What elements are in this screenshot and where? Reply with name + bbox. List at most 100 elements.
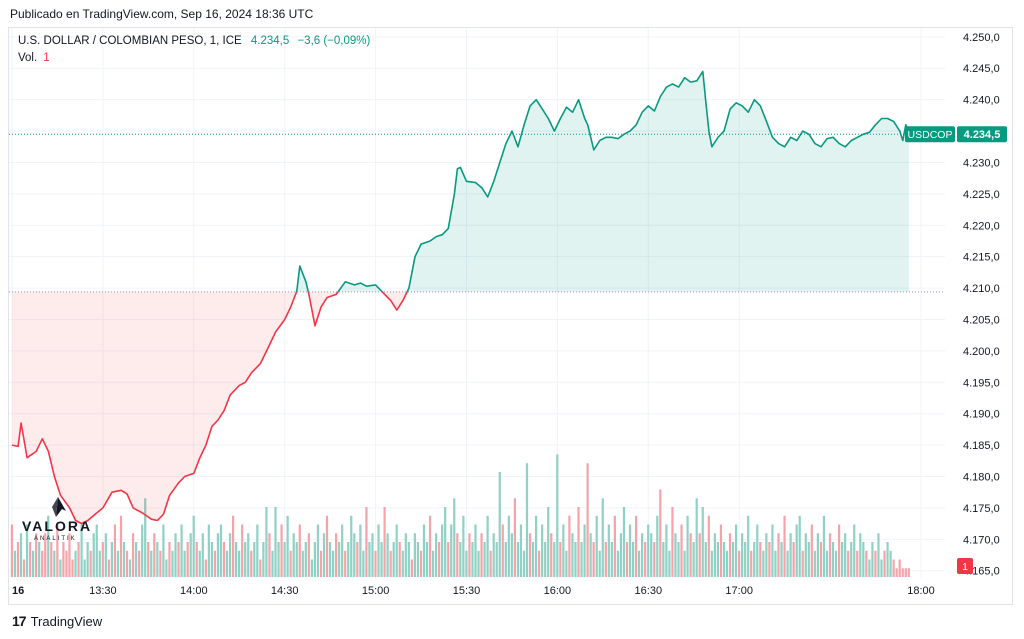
volume-bar	[768, 542, 771, 577]
volume-bar	[686, 515, 689, 577]
volume-bar	[853, 524, 856, 577]
volume-bar	[135, 542, 138, 577]
volume-bar	[462, 515, 465, 577]
volume-bar	[907, 568, 910, 577]
volume-bar	[474, 524, 477, 577]
volume-bar	[707, 515, 710, 577]
volume-bar	[562, 524, 565, 577]
volume-bar	[286, 515, 289, 577]
volume-bar	[195, 542, 198, 577]
volume-bar	[189, 533, 192, 577]
volume-bar	[556, 454, 559, 577]
volume-bar	[168, 542, 171, 577]
last-price-tag	[957, 126, 1007, 143]
volume-bar	[98, 550, 101, 577]
volume-bar	[538, 550, 541, 577]
volume-bar	[16, 542, 20, 577]
price-tick-label: 4.240,0	[963, 95, 1000, 107]
price-tick-label: 4.230,0	[963, 157, 1000, 169]
volume-bar	[259, 559, 262, 577]
volume-legend[interactable]: Vol. 1	[18, 52, 50, 64]
volume-bar	[271, 550, 274, 577]
volume-bar	[10, 524, 13, 577]
price-tick-label: 4.245,0	[963, 63, 1000, 75]
volume-bar	[401, 550, 404, 577]
volume-bar	[653, 542, 656, 577]
price-tick-label: 4.195,0	[963, 377, 1000, 389]
volume-bar	[35, 533, 38, 577]
price-tick-label: 4.210,0	[963, 283, 1000, 295]
volume-bar	[198, 550, 201, 577]
volume-bar	[601, 498, 604, 577]
volume-bar	[750, 550, 753, 577]
volume-bar	[571, 533, 574, 577]
volume-bar	[74, 550, 77, 577]
volume-bar	[431, 550, 435, 577]
volume-bar	[62, 542, 65, 577]
volume-bar	[307, 533, 310, 577]
volume-bar	[810, 524, 813, 577]
volume-bar	[641, 533, 644, 577]
time-tick-label: 13:30	[89, 585, 117, 597]
volume-bar	[541, 524, 544, 577]
chart-frame	[8, 27, 1013, 605]
volume-bar	[122, 542, 126, 577]
volume-bar	[825, 550, 829, 577]
volume-bar	[889, 550, 892, 577]
volume-bar	[459, 542, 462, 577]
volume-bar	[877, 533, 880, 577]
tradingview-footer[interactable]: 17 TradingView	[12, 613, 102, 629]
volume-bar	[83, 559, 86, 577]
volume-bar	[765, 533, 768, 577]
volume-bar	[444, 507, 447, 577]
volume-bar	[138, 550, 141, 577]
price-tick-label: 4.175,0	[963, 503, 1000, 515]
volume-bar	[480, 533, 483, 577]
volume-bar	[807, 542, 810, 577]
tradingview-brand: TradingView	[30, 613, 103, 629]
volume-bar	[274, 507, 277, 577]
volume-bar	[316, 524, 320, 577]
volume-bar	[471, 542, 474, 577]
volume-bar	[498, 472, 501, 577]
volume-bar	[310, 559, 313, 577]
volume-bar	[734, 524, 738, 577]
time-tick-label: 15:00	[362, 585, 390, 597]
volume-bar	[580, 542, 583, 577]
volume-bar	[65, 550, 68, 577]
volume-bar	[453, 498, 456, 577]
volume-bar	[165, 559, 168, 577]
volume-bar	[647, 524, 650, 577]
volume-bar	[41, 550, 44, 577]
volume-bar	[71, 559, 74, 577]
volume-bar	[850, 542, 853, 577]
volume-bar	[44, 533, 47, 577]
volume-bar	[777, 533, 780, 577]
time-tick-label: 16:30	[635, 585, 663, 597]
price-line-up	[295, 70, 910, 292]
volume-bar	[368, 542, 371, 577]
volume-bar	[747, 515, 750, 577]
volume-bars	[10, 454, 910, 577]
volume-bar	[295, 542, 298, 577]
last-price-value: 4.234,5	[250, 35, 290, 47]
volume-bar	[147, 542, 150, 577]
volume-bar	[668, 550, 671, 577]
volume-bar	[534, 515, 538, 577]
volume-bar	[338, 542, 341, 577]
volume-tag	[957, 558, 973, 574]
volume-bar	[504, 542, 507, 577]
volume-bar	[786, 550, 789, 577]
volume-bar	[283, 542, 286, 577]
volume-bar	[89, 550, 92, 577]
symbol-legend[interactable]: U.S. DOLLAR / COLOMBIAN PESO, 1, ICE 4.2…	[18, 35, 370, 47]
volume-bar	[574, 542, 577, 577]
volume-bar	[162, 524, 165, 577]
volume-bar	[465, 550, 468, 577]
volume-bar	[613, 515, 616, 577]
volume-bar	[50, 542, 53, 577]
time-tick-label: 16	[12, 585, 24, 597]
volume-bar	[132, 533, 135, 577]
volume-bar	[231, 515, 235, 577]
